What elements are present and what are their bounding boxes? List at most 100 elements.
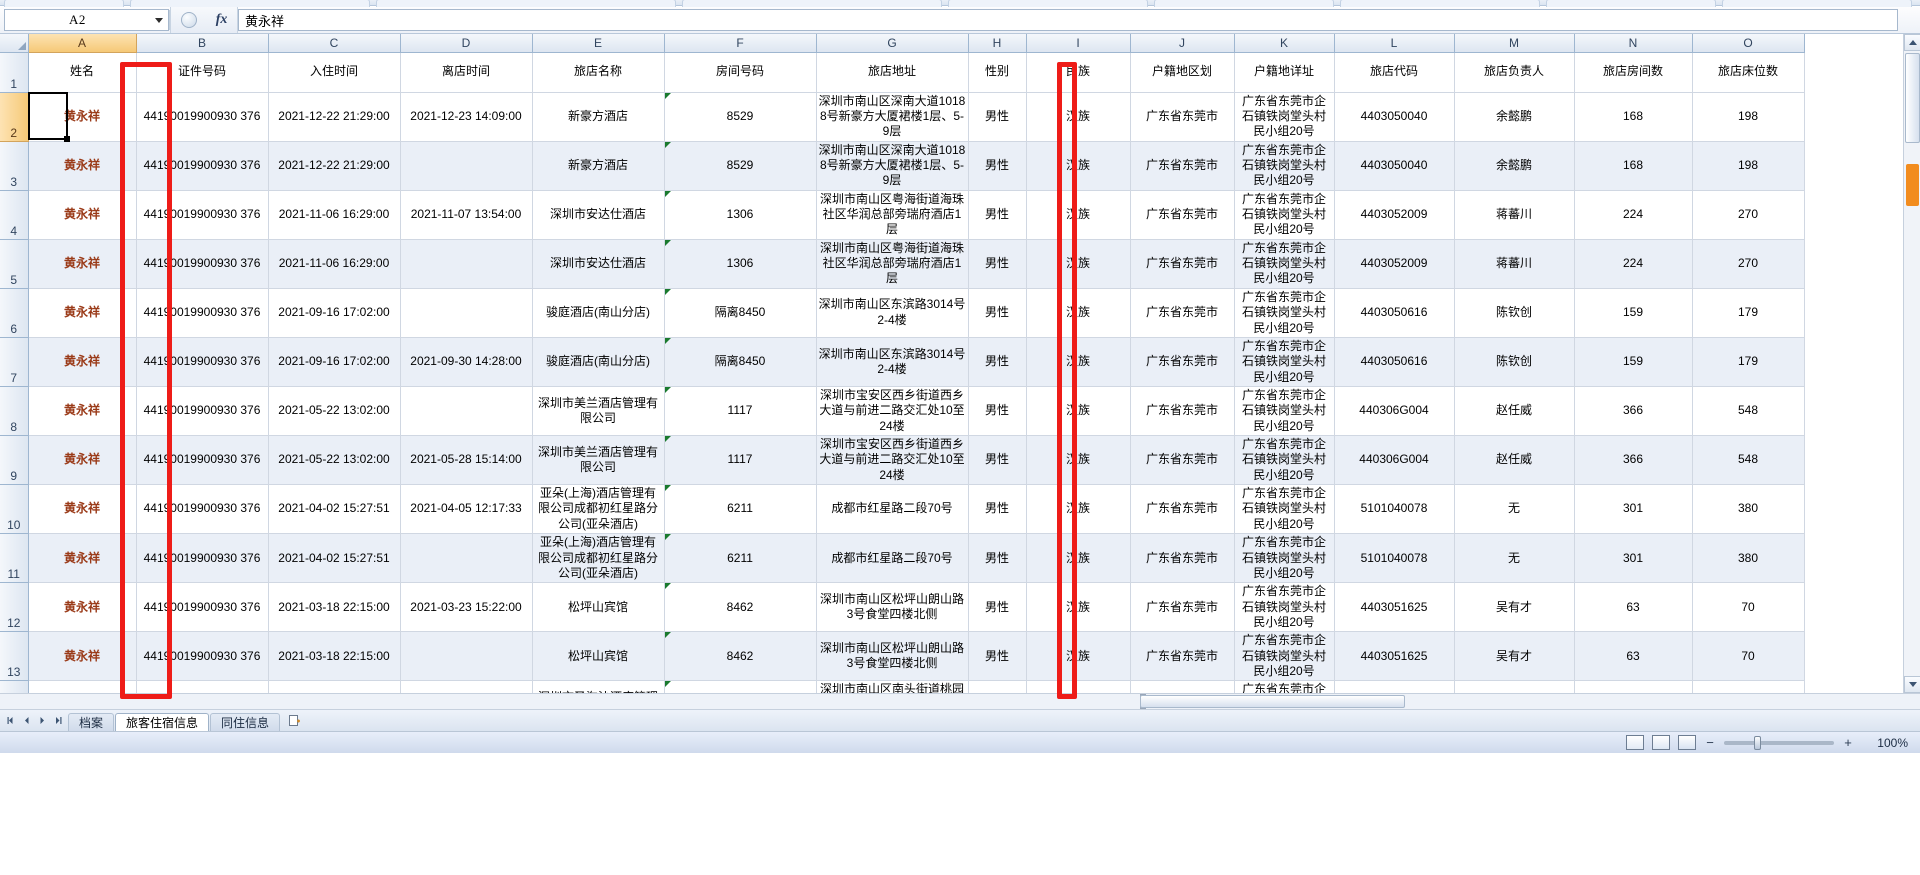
table-cell[interactable]: 8529 xyxy=(664,141,817,191)
table-cell[interactable]: 44190019900930 376 xyxy=(136,288,269,338)
vertical-scrollbar[interactable] xyxy=(1903,34,1920,693)
table-cell[interactable]: 2021-12-22 21:29:00 xyxy=(268,92,401,142)
table-cell[interactable]: 198 xyxy=(1692,141,1805,191)
formula-input[interactable]: 黄永祥 xyxy=(238,9,1898,31)
table-cell[interactable]: 广东省东莞市 xyxy=(1130,337,1235,387)
table-cell[interactable]: 赵任威 xyxy=(1454,386,1575,437)
column-header-f[interactable]: F xyxy=(664,34,817,53)
table-cell[interactable]: 男性 xyxy=(968,533,1027,584)
table-cell[interactable] xyxy=(400,386,533,437)
table-cell[interactable]: 广东省东莞市企石镇铁岗堂头村民小组20号 xyxy=(1234,680,1335,693)
table-cell[interactable]: 广东省东莞市 xyxy=(1130,386,1235,437)
table-cell[interactable]: 8462 xyxy=(664,631,817,682)
nav-next-icon[interactable] xyxy=(35,714,49,728)
table-cell[interactable]: 广东省东莞市 xyxy=(1130,92,1235,142)
table-cell[interactable]: 广东省东莞市企石镇铁岗堂头村民小组20号 xyxy=(1234,435,1335,486)
table-cell[interactable] xyxy=(400,239,533,289)
sheet-tab-2[interactable]: 同住信息 xyxy=(210,712,281,732)
zoom-slider[interactable] xyxy=(1724,735,1834,750)
vertical-scroll-thumb[interactable] xyxy=(1905,53,1920,143)
table-cell[interactable]: 70 xyxy=(1692,631,1805,682)
table-cell[interactable]: 深圳市安达仕酒店 xyxy=(532,239,665,289)
table-cell[interactable]: 黄永祥 xyxy=(28,386,137,437)
table-column-title[interactable]: 旅店房间数 xyxy=(1574,52,1693,93)
table-cell[interactable]: 吴有才 xyxy=(1454,631,1575,682)
table-cell[interactable]: 汉族 xyxy=(1026,484,1131,535)
table-cell[interactable]: 黄永祥 xyxy=(28,190,137,240)
table-cell[interactable]: 4403050040 xyxy=(1334,92,1455,142)
table-cell[interactable]: 广东省东莞市企石镇铁岗堂头村民小组20号 xyxy=(1234,484,1335,535)
table-row[interactable]: 8 黄永祥 44190019900930 376 2021-05-22 13:02:0… xyxy=(0,386,1805,437)
column-header-c[interactable]: C xyxy=(268,34,401,53)
column-header-l[interactable]: L xyxy=(1334,34,1455,53)
table-column-title[interactable]: 离店时间 xyxy=(400,52,533,93)
row-header-9[interactable]: 9 xyxy=(0,435,29,486)
table-cell[interactable]: 深圳市圣淘沙酒店管理有限公司桃园分公司 xyxy=(532,680,665,693)
table-cell[interactable]: 深圳市南山区深南大道10188号新豪方大厦裙楼1层、5-9层 xyxy=(816,141,969,191)
table-row[interactable]: 6 黄永祥 44190019900930 376 2021-09-16 17:02:0… xyxy=(0,288,1805,338)
table-cell[interactable]: 2021-03-10 22:21:00 xyxy=(268,680,401,693)
table-cell[interactable]: 2021-03-23 15:22:00 xyxy=(400,582,533,633)
table-cell[interactable]: 4403050040 xyxy=(1334,141,1455,191)
table-cell[interactable]: 男性 xyxy=(968,288,1027,338)
table-cell[interactable]: 黄永祥 xyxy=(28,141,137,191)
row-header-11[interactable]: 11 xyxy=(0,533,29,584)
table-cell[interactable]: 4403052009 xyxy=(1334,190,1455,240)
table-cell[interactable]: 黄永祥 xyxy=(28,239,137,289)
table-cell[interactable]: 汉族 xyxy=(1026,386,1131,437)
sheet-tab-1[interactable]: 旅客住宿信息 xyxy=(115,712,210,732)
table-cell[interactable]: 亚朵(上海)酒店管理有限公司成都初红星路分公司(亚朵酒店) xyxy=(532,533,665,584)
column-header-o[interactable]: O xyxy=(1692,34,1805,53)
view-page-layout-icon[interactable] xyxy=(1652,735,1670,750)
table-cell[interactable]: 汉族 xyxy=(1026,680,1131,693)
nav-first-icon[interactable] xyxy=(3,714,17,728)
table-cell[interactable]: 深圳市美兰酒店管理有限公司 xyxy=(532,386,665,437)
column-header-g[interactable]: G xyxy=(816,34,969,53)
table-cell[interactable]: 301 xyxy=(1574,484,1693,535)
table-row[interactable]: 11 黄永祥 44190019900930 376 2021-04-02 15:27:… xyxy=(0,533,1805,584)
table-cell[interactable]: 新豪方酒店 xyxy=(532,141,665,191)
table-cell[interactable]: 44190019900930 376 xyxy=(136,92,269,142)
table-cell[interactable]: 63 xyxy=(1574,631,1693,682)
table-cell[interactable]: 63 xyxy=(1574,582,1693,633)
table-cell[interactable]: 44190019900930 376 xyxy=(136,435,269,486)
table-cell[interactable]: 陈钦创 xyxy=(1454,288,1575,338)
table-cell[interactable]: 168 xyxy=(1574,92,1693,142)
table-column-title[interactable]: 户籍地详址 xyxy=(1234,52,1335,93)
table-cell[interactable]: 黄永祥 xyxy=(28,484,137,535)
table-cell[interactable]: 440306G004 xyxy=(1334,435,1455,486)
table-row[interactable]: 12 黄永祥 44190019900930 376 2021-03-18 22:15:… xyxy=(0,582,1805,633)
table-cell[interactable]: 蒋蕃川 xyxy=(1454,190,1575,240)
table-cell[interactable]: 深圳市美兰酒店管理有限公司 xyxy=(532,435,665,486)
table-cell[interactable]: 吴有才 xyxy=(1454,582,1575,633)
table-cell[interactable]: 2021-12-22 21:29:00 xyxy=(268,141,401,191)
table-cell[interactable]: 广东省东莞市企石镇铁岗堂头村民小组20号 xyxy=(1234,631,1335,682)
table-cell[interactable]: 松坪山宾馆 xyxy=(532,582,665,633)
cancel-icon[interactable] xyxy=(180,12,197,28)
column-header-a[interactable]: A xyxy=(28,34,137,53)
table-cell[interactable]: 广东省东莞市企石镇铁岗堂头村民小组20号 xyxy=(1234,288,1335,338)
view-page-break-icon[interactable] xyxy=(1678,735,1696,750)
table-cell[interactable]: 44190019900930 376 xyxy=(136,582,269,633)
table-cell[interactable]: 黄永祥 xyxy=(28,288,137,338)
table-cell[interactable]: 男性 xyxy=(968,582,1027,633)
table-cell[interactable]: 224 xyxy=(1574,239,1693,289)
table-column-title[interactable]: 户籍地区划 xyxy=(1130,52,1235,93)
table-cell[interactable]: 余懿鹏 xyxy=(1454,141,1575,191)
table-cell[interactable]: 4403050616 xyxy=(1334,337,1455,387)
table-cell[interactable]: 366 xyxy=(1574,435,1693,486)
row-header-12[interactable]: 12 xyxy=(0,582,29,633)
table-cell[interactable]: 2021-04-02 15:27:51 xyxy=(268,484,401,535)
zoom-percent[interactable]: 100% xyxy=(1877,735,1908,750)
table-column-title[interactable]: 证件号码 xyxy=(136,52,269,93)
table-cell[interactable]: 汉族 xyxy=(1026,92,1131,142)
table-cell[interactable] xyxy=(400,288,533,338)
table-cell[interactable]: 159 xyxy=(1574,288,1693,338)
table-cell[interactable]: 广东省东莞市 xyxy=(1130,239,1235,289)
table-cell[interactable]: 深圳市南山区深南大道10188号新豪方大厦裙楼1层、5-9层 xyxy=(816,92,969,142)
view-normal-icon[interactable] xyxy=(1626,735,1644,750)
row-header-4[interactable]: 4 xyxy=(0,190,29,240)
table-cell[interactable]: 男性 xyxy=(968,680,1027,693)
table-cell[interactable]: 广东省东莞市 xyxy=(1130,435,1235,486)
